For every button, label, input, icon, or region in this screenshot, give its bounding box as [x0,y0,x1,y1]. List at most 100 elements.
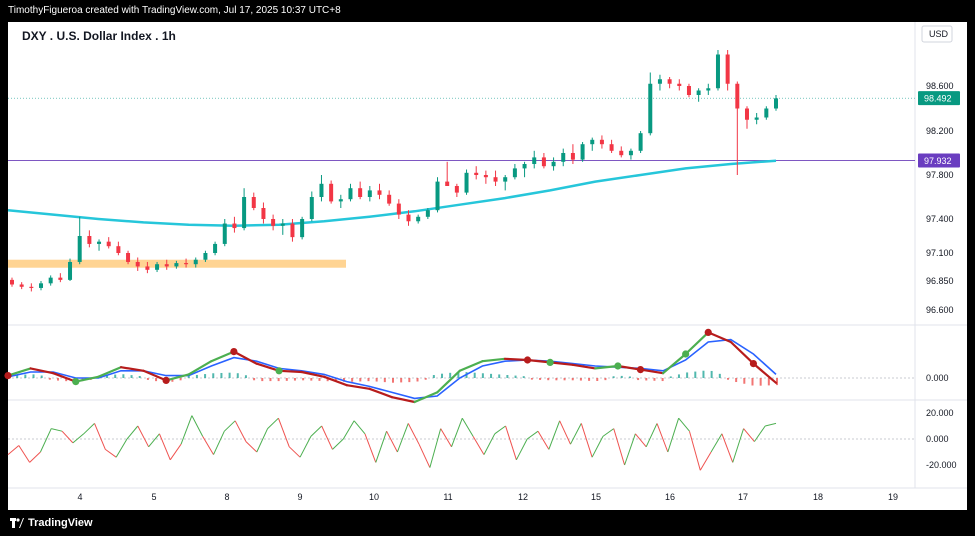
momentum-tick-label: -20.000 [926,460,957,470]
currency-box[interactable] [921,25,953,43]
histogram-bar [710,370,713,378]
oscillator-line-segment [639,368,665,375]
chart-title: DXY . U.S. Dollar Index . 1h [22,29,176,43]
price-axis: 98.600 98.200 97.800 97.400 97.100 96.850 96.6… [926,81,954,315]
histogram-bar [767,378,770,386]
last-price-label-box [918,91,960,106]
histogram-bar [539,378,542,380]
oscillator-line-segment [29,367,55,375]
histogram-bar [32,374,35,378]
histogram-bar [146,378,149,380]
candle-body [416,216,421,222]
histogram-bar [392,378,394,383]
histogram-bar [130,375,133,378]
momentum-line-segment [386,430,398,453]
candle-body [290,223,295,238]
right-frame [967,22,975,510]
last-price-label: 98.492 [924,94,952,104]
candle-body [638,133,643,151]
momentum-line-segment [494,425,506,435]
momentum-line-segment [634,433,647,448]
candle-body [657,79,662,84]
candle-body [532,157,537,164]
oscillator-line-segment [119,366,145,372]
candle-body [493,177,498,182]
candle-body [145,266,150,270]
oscillator-line-segment [549,361,574,366]
candle-body [251,197,256,208]
signal-line [7,338,777,400]
histogram-bar [473,372,476,378]
candle-body [696,90,701,95]
momentum-line-segment [310,425,323,437]
candle-body [242,197,247,229]
histogram-bar [57,378,60,381]
candle-body [445,181,450,186]
momentum-line-segment [256,428,269,453]
momentum-line-segment [148,433,160,448]
histogram-bar [579,378,582,381]
histogram-bar [588,378,591,381]
candle-body [77,236,82,262]
oscillator-line-segment [345,384,371,390]
momentum-line-segment [353,420,366,435]
candle-body [10,279,14,285]
momentum-line-segment [158,433,171,460]
oscillator-line-segment [729,340,755,365]
price-tick-label: 97.100 [926,248,954,258]
histogram-bar [375,378,378,382]
candle-body [512,168,517,178]
histogram-bar [686,372,689,378]
histogram-bar [408,378,411,383]
candle-body [628,150,633,156]
candle-body [503,177,508,182]
candle-body [377,190,382,195]
momentum-tick-label: 0.000 [926,434,949,444]
price-tick-label: 98.600 [926,81,954,91]
price-tick-label: 96.600 [926,305,954,315]
oscillator-line-segment [165,373,190,382]
momentum-line-segment [743,428,755,442]
oscillator-line-segment [458,360,484,372]
momentum-line-segment [407,423,420,445]
price-tick-label: 96.850 [926,276,954,286]
momentum-line-segment [288,446,301,458]
histogram-bar [122,374,125,378]
momentum-line-segment [277,418,290,447]
oscillator-line-segment [752,362,778,384]
histogram-bar [751,378,754,386]
candle-body [19,284,24,287]
histogram-bar [604,378,607,381]
candle-body [686,86,691,95]
momentum-line-segment [267,417,279,429]
momentum-line-segment [548,420,561,450]
momentum-line-segment [505,425,517,460]
bullish-cross-dot [682,350,690,358]
histogram-bar [555,378,558,381]
bullish-cross-dot [546,358,554,366]
momentum-line-segment [234,420,247,442]
momentum-line-segment [191,415,204,437]
momentum-line-segment [169,443,182,461]
momentum-line-segment [591,436,604,458]
candle-body [184,263,189,265]
candle-body [348,188,353,200]
candle-body [300,219,305,238]
candle-body [135,261,140,267]
oscillator-line-segment [526,358,552,364]
bearish-cross-dot [636,366,645,374]
horizontal-level-label-box [918,153,960,168]
candle-body [174,263,179,267]
oscillator-line-segment [594,364,619,370]
histogram-bar [65,378,68,382]
oscillator-line-segment [142,369,168,382]
oscillator-line-segment [300,370,326,378]
momentum-line-segment [461,417,474,437]
candle-body [406,214,411,222]
momentum-line-segment [667,418,680,453]
oscillator-line-segment [503,357,529,362]
candle-body [164,264,169,267]
histogram-bar [400,378,403,383]
momentum-line-segment [321,425,333,450]
